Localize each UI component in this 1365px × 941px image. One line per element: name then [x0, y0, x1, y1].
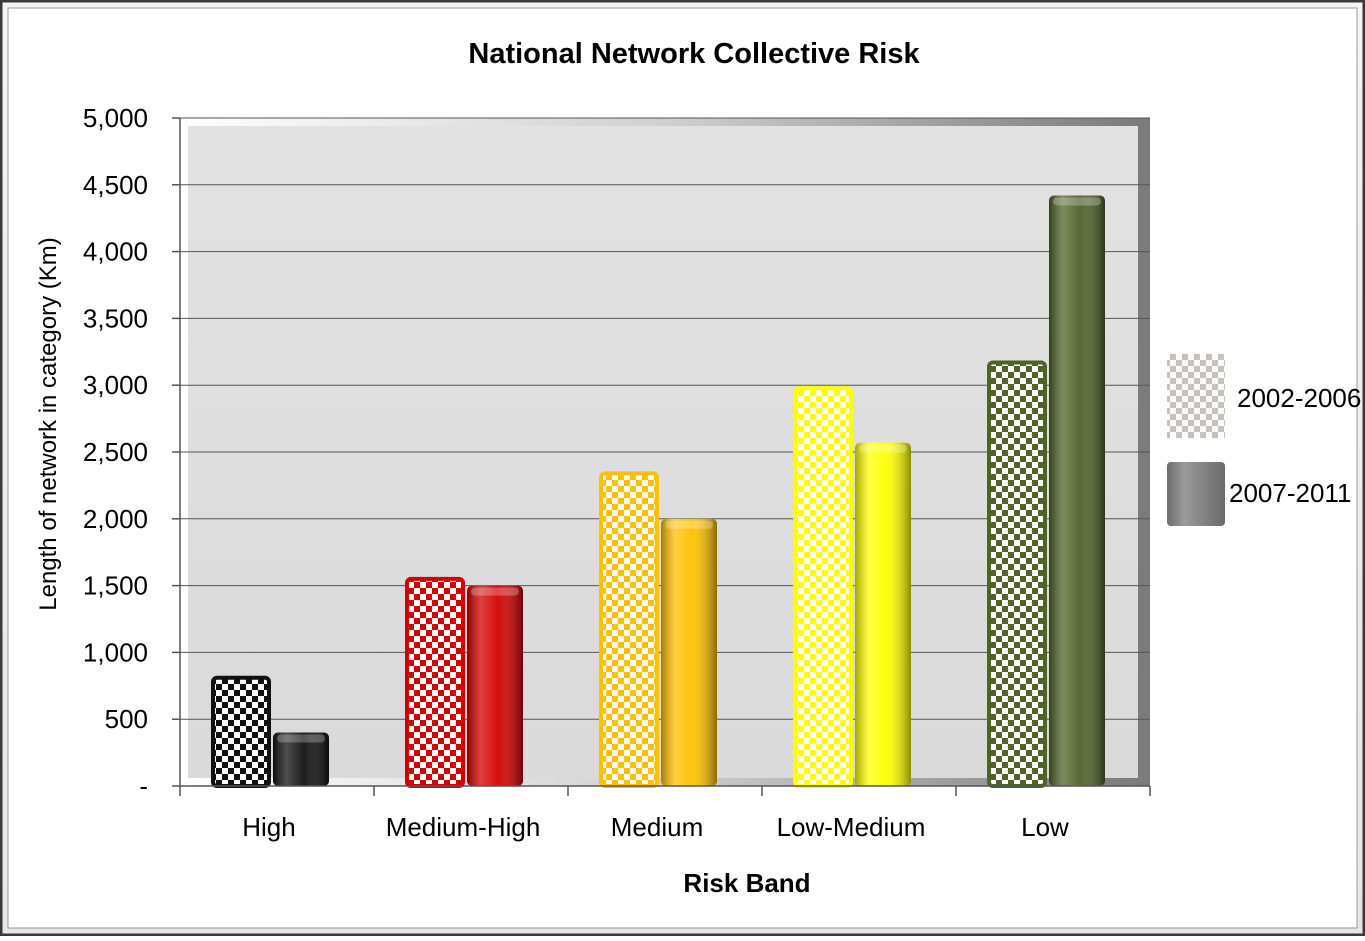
- y-tick-label: -: [139, 771, 148, 801]
- x-axis-title: Risk Band: [683, 868, 810, 898]
- bar-2002-2006-Low-Medium: [793, 385, 853, 788]
- x-tick-label: Medium-High: [386, 812, 541, 842]
- y-tick-label: 2,500: [83, 437, 148, 467]
- y-tick-label: 500: [105, 704, 148, 734]
- legend: 2002-2006 2007-2011: [1167, 354, 1361, 526]
- x-tick-label: Low-Medium: [777, 812, 926, 842]
- legend-swatch: [1167, 354, 1225, 438]
- x-tick-label: Low: [1021, 812, 1069, 842]
- bar-2002-2006-Medium-High: [405, 576, 465, 788]
- y-axis: - 500 1,000 1,500 2,000 2,500 3,000 3,500 4,000 4…: [83, 103, 181, 801]
- y-tick-label: 5,000: [83, 103, 148, 133]
- x-axis: High Medium-High Medium Low-Medium Low: [179, 785, 1151, 842]
- chart-title: National Network Collective Risk: [468, 38, 920, 70]
- bar-2007-2011-High: [273, 732, 329, 786]
- bars-group: [211, 195, 1105, 788]
- legend-swatch: [1167, 462, 1225, 526]
- y-tick-label: 3,000: [83, 370, 148, 400]
- x-tick-label: High: [242, 812, 295, 842]
- y-axis-title: Length of network in category (Km): [35, 237, 62, 611]
- bar-2007-2011-Medium: [661, 518, 717, 786]
- legend-label: 2007-2011: [1229, 478, 1351, 508]
- legend-label: 2002-2006: [1237, 383, 1361, 413]
- y-tick-label: 4,500: [83, 170, 148, 200]
- bar-2002-2006-High: [211, 675, 271, 788]
- y-tick-label: 1,000: [83, 637, 148, 667]
- bar-2007-2011-Medium-High: [467, 585, 523, 786]
- legend-item-series-1: 2002-2006: [1167, 354, 1361, 438]
- y-tick-label: 2,000: [83, 504, 148, 534]
- bar-2007-2011-Low-Medium: [855, 442, 911, 786]
- y-tick-label: 3,500: [83, 303, 148, 333]
- y-tick-label: 4,000: [83, 237, 148, 267]
- bar-2002-2006-Low: [987, 360, 1047, 788]
- bar-2002-2006-Medium: [599, 471, 659, 788]
- bar-2007-2011-Low: [1049, 195, 1105, 786]
- legend-item-series-2: 2007-2011: [1167, 462, 1351, 526]
- y-tick-label: 1,500: [83, 571, 148, 601]
- x-tick-label: Medium: [611, 812, 703, 842]
